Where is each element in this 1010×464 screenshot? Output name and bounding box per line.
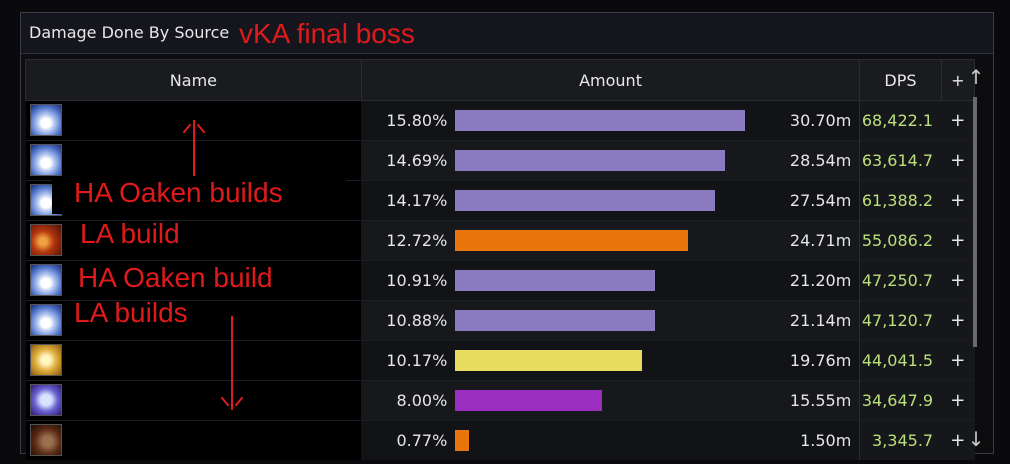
annotation-arrow-up bbox=[193, 120, 195, 178]
percent-text: 10.91% bbox=[386, 271, 448, 290]
column-header-amount[interactable]: Amount bbox=[360, 59, 861, 101]
expand-row-button[interactable]: + bbox=[941, 380, 975, 421]
table-row[interactable]: 14.69% 28.54m 63,614.7 + bbox=[25, 140, 975, 181]
name-cell[interactable] bbox=[25, 340, 362, 381]
column-header-dps[interactable]: DPS bbox=[859, 59, 942, 101]
annotation-background bbox=[74, 221, 334, 251]
percent-text: 14.69% bbox=[386, 151, 448, 170]
damage-bar bbox=[455, 190, 716, 211]
annotation-la-builds: LA builds bbox=[74, 297, 188, 328]
expand-row-button[interactable]: + bbox=[941, 300, 975, 341]
table-row[interactable]: 15.80% 30.70m 68,422.1 + bbox=[25, 100, 975, 141]
dps-cell: 47,120.7 bbox=[859, 300, 942, 341]
dps-cell: 47,250.7 bbox=[859, 260, 942, 301]
amount-text: 21.20m bbox=[789, 271, 852, 290]
dps-cell: 63,614.7 bbox=[859, 140, 942, 181]
amount-text: 21.14m bbox=[789, 311, 852, 330]
annotation-ha-oaken-build: HA Oaken build bbox=[78, 262, 273, 293]
ice-spell-icon bbox=[29, 304, 62, 336]
scroll-down-icon[interactable]: ↓ bbox=[967, 427, 985, 451]
name-cell[interactable] bbox=[25, 420, 362, 460]
beast-icon bbox=[29, 424, 62, 456]
skull-icon bbox=[29, 384, 62, 416]
damage-bar bbox=[455, 270, 656, 291]
ice-spell-icon bbox=[29, 264, 62, 296]
expand-row-button[interactable]: + bbox=[941, 180, 975, 221]
amount-text: 27.54m bbox=[789, 191, 852, 210]
percent-text: 0.77% bbox=[396, 431, 448, 450]
damage-bar bbox=[455, 350, 643, 371]
scrollbar[interactable]: ↑ ↓ bbox=[967, 65, 985, 451]
add-column-button[interactable]: + bbox=[940, 59, 976, 101]
percent-text: 15.80% bbox=[386, 111, 448, 130]
name-cell[interactable] bbox=[25, 260, 362, 301]
sun-icon bbox=[29, 344, 62, 376]
table-row[interactable]: 10.17% 19.76m 44,041.5 + bbox=[25, 340, 975, 381]
dps-cell: 61,388.2 bbox=[859, 180, 942, 221]
dps-cell: 55,086.2 bbox=[859, 220, 942, 261]
amount-cell: 10.88% 21.14m bbox=[361, 300, 860, 341]
damage-bar bbox=[455, 230, 689, 251]
annotation-ha-oaken-builds: HA Oaken builds bbox=[74, 177, 283, 208]
amount-text: 19.76m bbox=[789, 351, 852, 370]
damage-bar bbox=[455, 150, 726, 171]
annotation-title: vKA final boss bbox=[239, 18, 415, 49]
damage-bar bbox=[455, 390, 603, 411]
window-title: Damage Done By Source bbox=[29, 23, 230, 42]
percent-text: 10.17% bbox=[386, 351, 448, 370]
amount-text: 30.70m bbox=[789, 111, 852, 130]
expand-row-button[interactable]: + bbox=[941, 140, 975, 181]
annotation-la-build: LA build bbox=[80, 218, 180, 249]
amount-text: 1.50m bbox=[800, 431, 852, 450]
annotation-background bbox=[52, 176, 346, 214]
amount-cell: 10.17% 19.76m bbox=[361, 340, 860, 381]
percent-text: 14.17% bbox=[386, 191, 448, 210]
amount-cell: 14.17% 27.54m bbox=[361, 180, 860, 221]
amount-cell: 12.72% 24.71m bbox=[361, 220, 860, 261]
name-cell[interactable] bbox=[25, 300, 362, 341]
expand-row-button[interactable]: + bbox=[941, 340, 975, 381]
dps-cell: 68,422.1 bbox=[859, 100, 942, 141]
damage-bar bbox=[455, 430, 470, 451]
scrollbar-track[interactable] bbox=[973, 97, 977, 347]
percent-text: 12.72% bbox=[386, 231, 448, 250]
table-row[interactable]: 10.88% 21.14m 47,120.7 + bbox=[25, 300, 975, 341]
damage-bar bbox=[455, 110, 746, 131]
damage-table: Name Amount DPS + 15.80% 30.70m 68,422.1 +1… bbox=[25, 59, 976, 460]
amount-text: 24.71m bbox=[789, 231, 852, 250]
dps-cell: 34,647.9 bbox=[859, 380, 942, 421]
percent-text: 8.00% bbox=[396, 391, 448, 410]
column-header-name[interactable]: Name bbox=[25, 59, 362, 101]
amount-cell: 8.00% 15.55m bbox=[361, 380, 860, 421]
fire-claw-icon bbox=[29, 224, 62, 256]
ice-spell-icon bbox=[29, 144, 62, 176]
damage-bar bbox=[455, 310, 656, 331]
expand-row-button[interactable]: + bbox=[941, 420, 975, 460]
amount-text: 15.55m bbox=[789, 391, 852, 410]
ice-spell-icon bbox=[29, 104, 62, 136]
expand-row-button[interactable]: + bbox=[941, 100, 975, 141]
expand-row-button[interactable]: + bbox=[941, 260, 975, 301]
annotation-arrow-down bbox=[231, 316, 233, 410]
table-row[interactable]: 0.77% 1.50m 3,345.7 + bbox=[25, 420, 975, 460]
amount-cell: 14.69% 28.54m bbox=[361, 140, 860, 181]
window-titlebar[interactable]: Damage Done By Source vKA final boss bbox=[21, 13, 993, 54]
damage-meter-window: Damage Done By Source vKA final boss Nam… bbox=[20, 12, 994, 460]
expand-row-button[interactable]: + bbox=[941, 220, 975, 261]
amount-text: 28.54m bbox=[789, 151, 852, 170]
dps-cell: 44,041.5 bbox=[859, 340, 942, 381]
name-cell[interactable] bbox=[25, 380, 362, 421]
dps-cell: 3,345.7 bbox=[859, 420, 942, 460]
amount-cell: 10.91% 21.20m bbox=[361, 260, 860, 301]
percent-text: 10.88% bbox=[386, 311, 448, 330]
amount-cell: 0.77% 1.50m bbox=[361, 420, 860, 460]
amount-cell: 15.80% 30.70m bbox=[361, 100, 860, 141]
table-row[interactable]: 10.91% 21.20m 47,250.7 + bbox=[25, 260, 975, 301]
scroll-up-icon[interactable]: ↑ bbox=[967, 65, 985, 89]
table-row[interactable]: 8.00% 15.55m 34,647.9 + bbox=[25, 380, 975, 421]
